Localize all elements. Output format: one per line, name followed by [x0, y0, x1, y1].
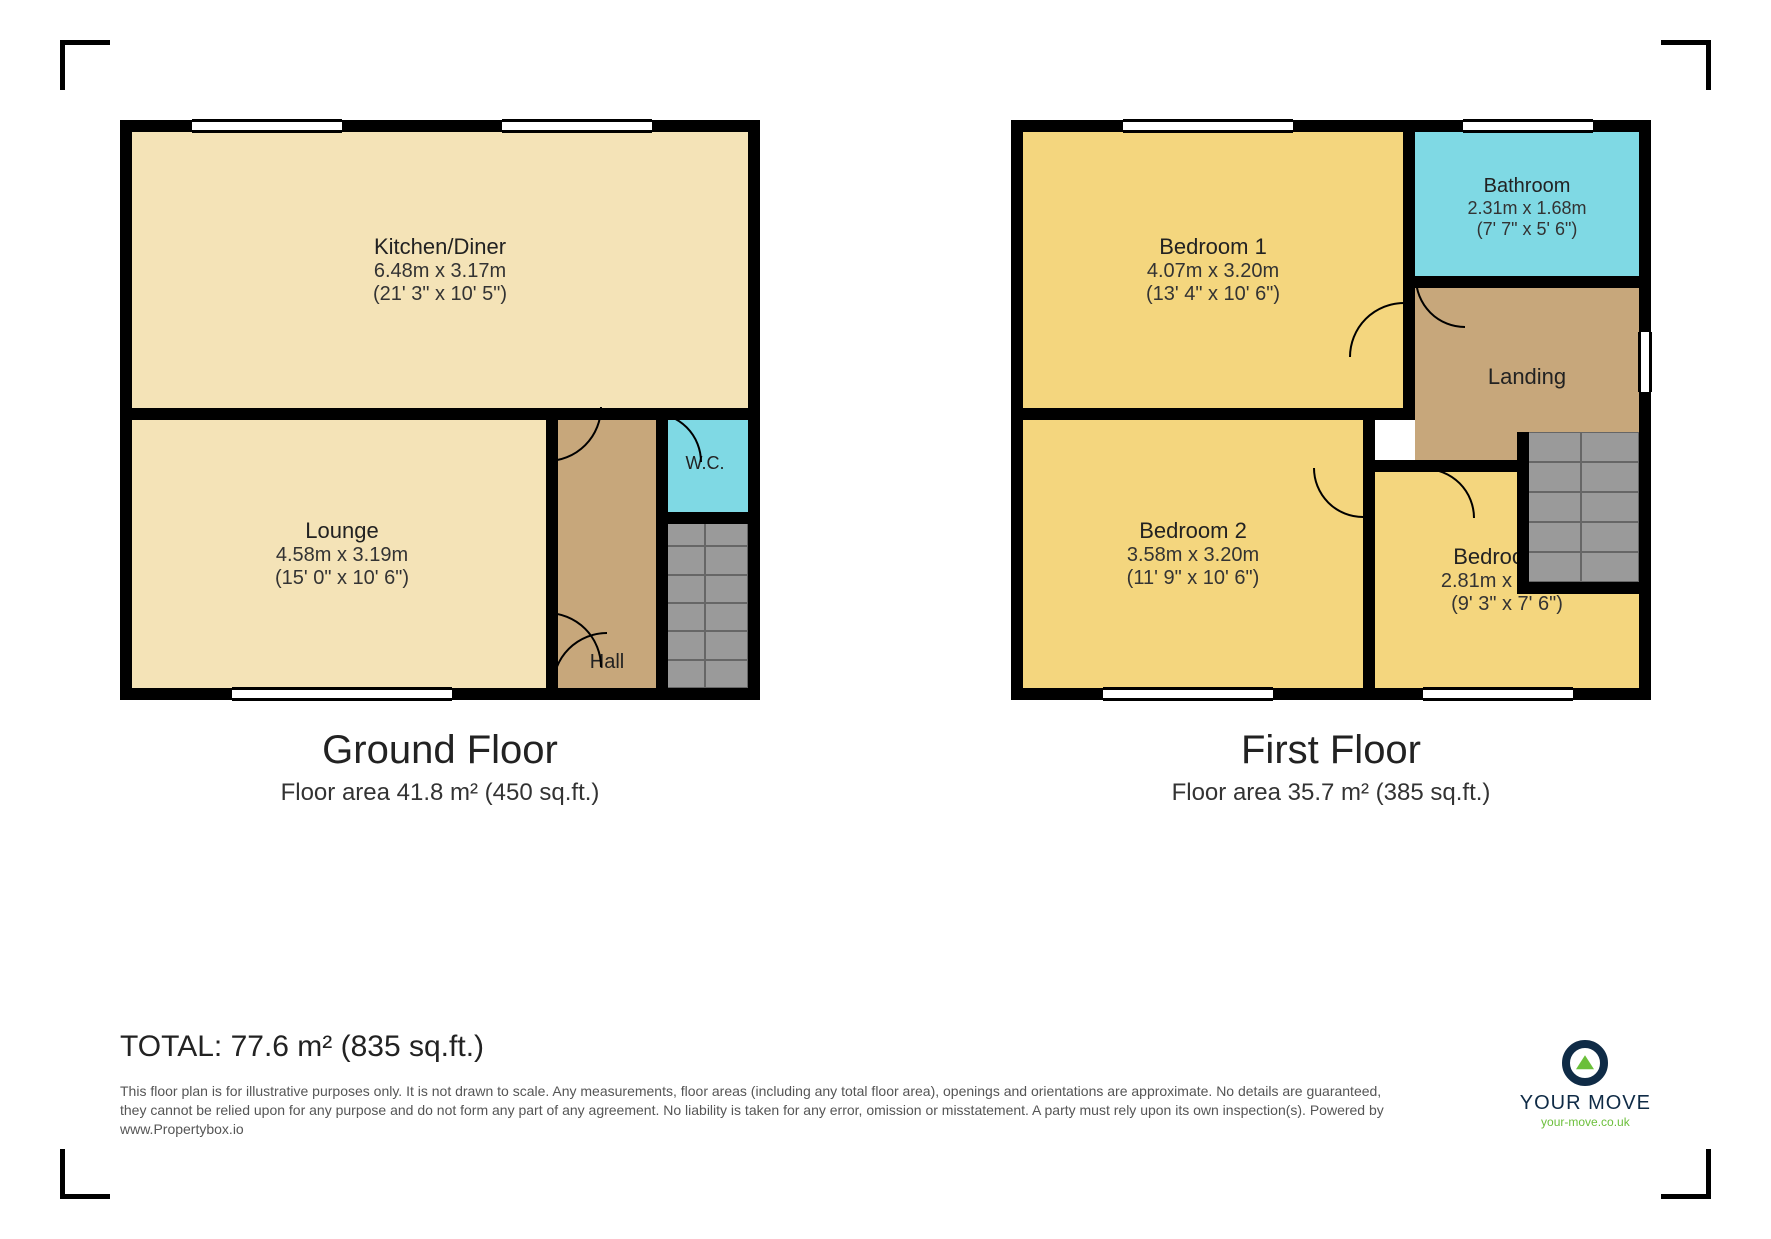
landing-name: Landing: [1488, 364, 1566, 390]
window-kitchen-1: [192, 119, 342, 133]
brand-logo: YOUR MOVE your-move.co.uk: [1520, 1040, 1651, 1129]
ground-floor-area: Floor area 41.8 m² (450 sq.ft.): [281, 779, 600, 807]
bed3-dim-ft: (9' 3" x 7' 6"): [1451, 593, 1563, 616]
crop-mark-tr: [1661, 40, 1711, 90]
brand-url: your-move.co.uk: [1520, 1115, 1651, 1129]
brand-name: YOUR MOVE: [1520, 1092, 1651, 1115]
footer: TOTAL: 77.6 m² (835 sq.ft.) This floor p…: [120, 1030, 1651, 1139]
bed1-dim-ft: (13' 4" x 10' 6"): [1146, 283, 1280, 306]
ground-floor-plan: Kitchen/Diner 6.48m x 3.17m (21' 3" x 10…: [120, 120, 760, 700]
brand-logo-icon: [1562, 1040, 1608, 1086]
room-bathroom: Bathroom 2.31m x 1.68m (7' 7" x 5' 6"): [1415, 132, 1639, 282]
room-lounge: Lounge 4.58m x 3.19m (15' 0" x 10' 6"): [132, 420, 552, 688]
bath-dim-ft: (7' 7" x 5' 6"): [1477, 219, 1578, 240]
total-area: TOTAL: 77.6 m² (835 sq.ft.): [120, 1030, 1651, 1064]
lounge-name: Lounge: [305, 518, 378, 544]
wall-bed3-top: [1363, 460, 1523, 472]
bath-dim-m: 2.31m x 1.68m: [1467, 198, 1586, 219]
window-bed1: [1123, 119, 1293, 133]
window-bed3: [1423, 687, 1573, 701]
ground-floor-column: Kitchen/Diner 6.48m x 3.17m (21' 3" x 10…: [120, 120, 760, 807]
wall-mid: [1023, 408, 1415, 420]
first-floor-plan: Bedroom 1 4.07m x 3.20m (13' 4" x 10' 6"…: [1011, 120, 1651, 700]
wall-wc-bottom: [656, 512, 748, 524]
floors-row: Kitchen/Diner 6.48m x 3.17m (21' 3" x 10…: [120, 120, 1651, 807]
bath-name: Bathroom: [1484, 175, 1571, 198]
disclaimer-text: This floor plan is for illustrative purp…: [120, 1082, 1400, 1139]
first-floor-area: Floor area 35.7 m² (385 sq.ft.): [1172, 779, 1491, 807]
wall-stairs-bottom: [1517, 582, 1639, 594]
lounge-dim-ft: (15' 0" x 10' 6"): [275, 567, 409, 590]
room-bedroom-2: Bedroom 2 3.58m x 3.20m (11' 9" x 10' 6"…: [1023, 420, 1363, 688]
kitchen-name: Kitchen/Diner: [374, 234, 506, 260]
crop-mark-tl: [60, 40, 110, 90]
room-kitchen-diner: Kitchen/Diner 6.48m x 3.17m (21' 3" x 10…: [132, 132, 748, 408]
kitchen-dim-m: 6.48m x 3.17m: [374, 260, 506, 283]
window-bed2: [1103, 687, 1273, 701]
first-floor-title: First Floor: [1241, 728, 1421, 773]
bed1-dim-m: 4.07m x 3.20m: [1147, 260, 1279, 283]
window-bath: [1463, 119, 1593, 133]
ground-floor-title: Ground Floor: [322, 728, 558, 773]
bed2-dim-ft: (11' 9" x 10' 6"): [1127, 567, 1260, 590]
stairs-first: [1523, 432, 1639, 582]
first-floor-column: Bedroom 1 4.07m x 3.20m (13' 4" x 10' 6"…: [1011, 120, 1651, 807]
bed1-name: Bedroom 1: [1159, 234, 1267, 260]
floorplan-canvas: Kitchen/Diner 6.48m x 3.17m (21' 3" x 10…: [60, 40, 1711, 1199]
stairs-ground: [662, 518, 748, 688]
window-kitchen-2: [502, 119, 652, 133]
window-lounge: [232, 687, 452, 701]
window-landing: [1638, 332, 1652, 392]
wall-stairs-left: [1517, 432, 1529, 588]
crop-mark-br: [1661, 1149, 1711, 1199]
kitchen-dim-ft: (21' 3" x 10' 5"): [373, 283, 507, 306]
room-bedroom-1: Bedroom 1 4.07m x 3.20m (13' 4" x 10' 6"…: [1023, 132, 1403, 408]
bed2-dim-m: 3.58m x 3.20m: [1127, 544, 1259, 567]
crop-mark-bl: [60, 1149, 110, 1199]
lounge-dim-m: 4.58m x 3.19m: [276, 544, 408, 567]
wall-bed1-right: [1403, 132, 1415, 420]
bed2-name: Bedroom 2: [1139, 518, 1247, 544]
